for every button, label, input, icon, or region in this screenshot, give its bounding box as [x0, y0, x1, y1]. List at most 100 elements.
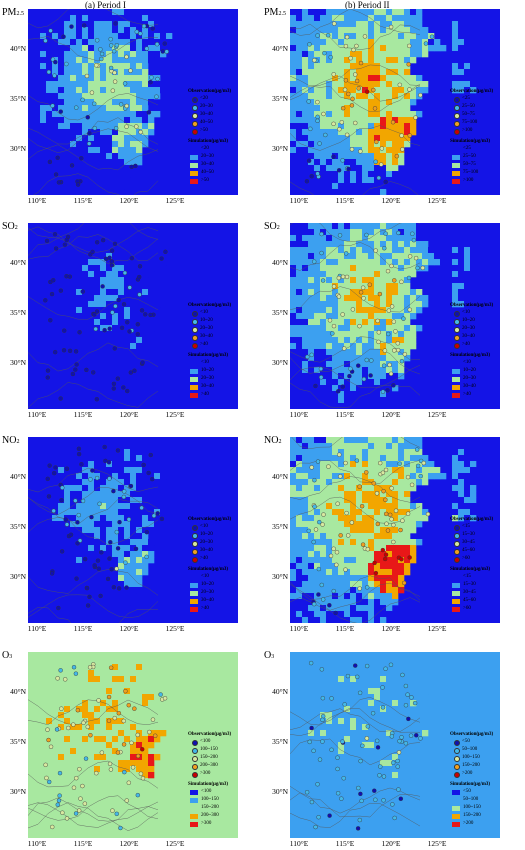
- observation-legend-dot: [454, 105, 460, 111]
- sim-cell: [94, 385, 101, 392]
- sim-cell: [458, 271, 465, 278]
- sim-cell: [404, 39, 411, 46]
- sim-cell: [208, 87, 215, 94]
- sim-cell: [362, 183, 369, 190]
- sim-cell: [34, 319, 41, 326]
- sim-cell: [82, 57, 89, 64]
- sim-cell: [326, 27, 333, 34]
- sim-cell: [52, 479, 59, 486]
- sim-cell: [374, 21, 381, 28]
- sim-cell: [40, 706, 47, 713]
- sim-cell: [380, 189, 387, 195]
- sim-cell: [368, 397, 375, 404]
- sim-cell: [392, 289, 399, 296]
- sim-cell: [130, 235, 137, 242]
- sim-cell: [130, 111, 137, 118]
- sim-cell: [314, 51, 321, 58]
- sim-cell: [94, 295, 101, 302]
- sim-cell: [88, 611, 95, 618]
- observation-dot: [418, 92, 423, 98]
- latitude-label: 35°N: [272, 308, 288, 317]
- sim-cell: [374, 385, 381, 392]
- sim-cell: [106, 229, 113, 236]
- sim-cell: [380, 229, 387, 236]
- sim-cell: [64, 479, 71, 486]
- map-svg: [290, 437, 500, 623]
- sim-cell: [112, 503, 119, 510]
- sim-cell: [70, 301, 77, 308]
- observation-dot: [76, 446, 82, 451]
- observation-dot: [354, 43, 359, 49]
- sim-cell: [58, 105, 65, 112]
- sim-cell: [368, 497, 375, 504]
- province-border: [28, 223, 159, 240]
- observation-dot: [44, 238, 50, 244]
- sim-cell: [356, 229, 363, 236]
- sim-cell: [124, 521, 131, 528]
- sim-cell: [118, 575, 125, 582]
- sim-cell: [362, 39, 369, 46]
- sim-cell: [70, 259, 77, 266]
- simulation-legend-swatch: [452, 361, 460, 366]
- sim-cell: [58, 117, 65, 124]
- sim-cell: [70, 57, 77, 64]
- sim-cell: [106, 337, 113, 344]
- sim-cell: [422, 295, 429, 302]
- sim-cell: [64, 111, 71, 118]
- sim-cell: [344, 57, 351, 64]
- sim-cell: [136, 485, 143, 492]
- observation-dot: [107, 556, 112, 561]
- sim-cell: [320, 467, 327, 474]
- sim-cell: [76, 129, 83, 136]
- sim-cell: [112, 259, 119, 266]
- sim-cell: [332, 379, 339, 386]
- sim-cell: [392, 557, 399, 564]
- sim-cell: [452, 51, 459, 58]
- sim-cell: [308, 515, 315, 522]
- sim-cell: [326, 21, 333, 28]
- sim-cell: [70, 81, 77, 88]
- sim-cell: [458, 45, 465, 52]
- sim-cell: [314, 587, 321, 594]
- sim-cell: [100, 63, 107, 70]
- sim-cell: [350, 223, 357, 230]
- sim-cell: [296, 247, 303, 254]
- sim-cell: [58, 545, 65, 552]
- observation-dot: [389, 304, 395, 309]
- sim-cell: [70, 587, 77, 594]
- sim-cell: [88, 599, 95, 606]
- sim-cell: [208, 39, 215, 46]
- sim-cell: [374, 271, 381, 278]
- latitude-label: 30°N: [272, 144, 288, 153]
- observation-dot: [325, 33, 331, 38]
- sim-cell: [458, 253, 465, 260]
- observation-legend-title: Observation(μg/m3): [450, 517, 494, 522]
- sim-cell: [320, 461, 327, 468]
- sim-cell: [326, 135, 333, 142]
- sim-cell: [46, 183, 53, 190]
- sim-cell: [290, 449, 297, 456]
- sim-cell: [34, 748, 41, 755]
- sim-cell: [34, 682, 41, 689]
- sim-cell: [458, 509, 465, 516]
- sim-cell: [368, 57, 375, 64]
- sim-cell: [52, 337, 59, 344]
- sim-cell: [88, 367, 95, 374]
- observation-dot: [373, 570, 379, 576]
- observation-dot: [99, 56, 104, 62]
- sim-cell: [40, 81, 47, 88]
- sim-cell: [34, 295, 41, 302]
- sim-cell: [416, 295, 423, 302]
- sim-cell: [464, 449, 471, 456]
- sim-cell: [416, 467, 423, 474]
- sim-cell: [52, 343, 59, 350]
- sim-cell: [398, 491, 405, 498]
- sim-cell: [52, 9, 59, 16]
- sim-cell: [142, 69, 149, 76]
- observation-dot: [74, 576, 79, 581]
- sim-cell: [386, 545, 393, 552]
- sim-cell: [154, 229, 161, 236]
- sim-cell: [350, 539, 357, 546]
- sim-cell: [40, 45, 47, 52]
- sim-cell: [470, 295, 477, 302]
